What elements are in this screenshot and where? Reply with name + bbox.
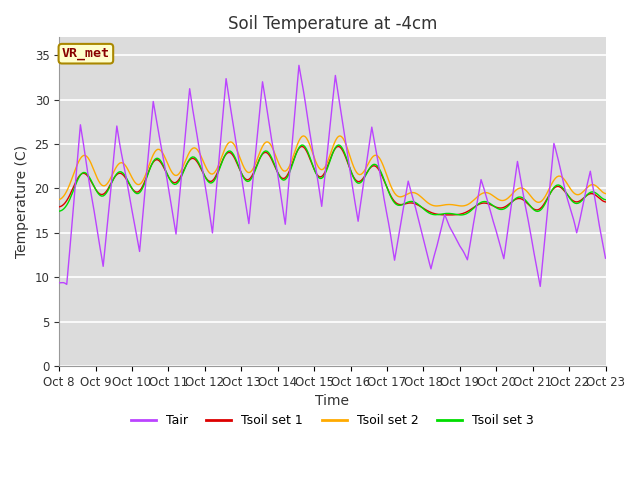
X-axis label: Time: Time [316, 394, 349, 408]
Y-axis label: Temperature (C): Temperature (C) [15, 145, 29, 258]
Title: Soil Temperature at -4cm: Soil Temperature at -4cm [228, 15, 437, 33]
Legend: Tair, Tsoil set 1, Tsoil set 2, Tsoil set 3: Tair, Tsoil set 1, Tsoil set 2, Tsoil se… [125, 409, 539, 432]
Text: VR_met: VR_met [62, 47, 110, 60]
